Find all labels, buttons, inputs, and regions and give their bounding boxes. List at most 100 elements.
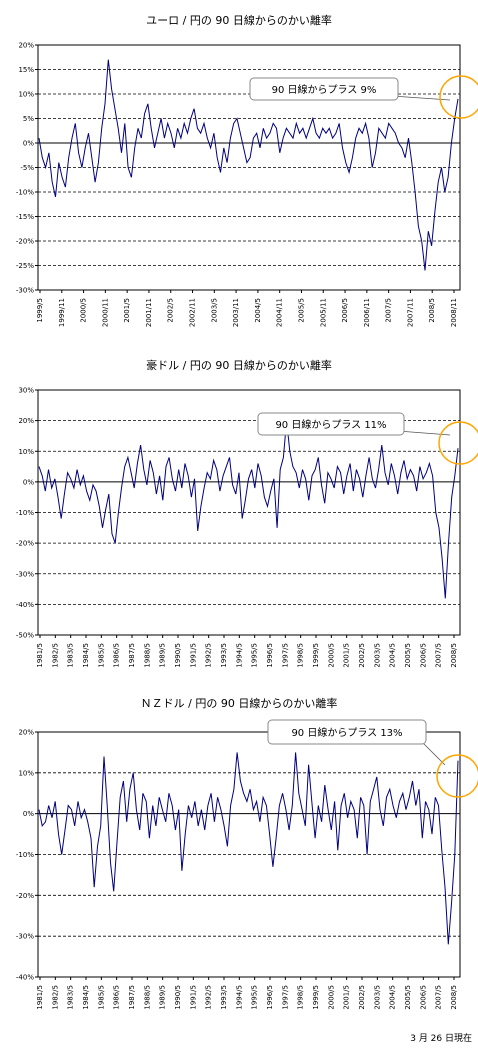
x-tick-label: 1988/5 bbox=[143, 643, 151, 668]
callout-label: 90 日線からプラス 9% bbox=[272, 83, 377, 96]
x-tick-label: 1990/5 bbox=[174, 643, 182, 668]
y-tick-label: -25% bbox=[16, 262, 34, 270]
x-tick-label: 1987/5 bbox=[128, 643, 136, 668]
x-tick-label: 1999/5 bbox=[36, 298, 44, 323]
callout-pointer bbox=[419, 739, 446, 766]
x-tick-label: 1996/5 bbox=[266, 643, 274, 668]
y-tick-label: 20% bbox=[18, 42, 34, 50]
x-tick-label: 1997/5 bbox=[281, 985, 289, 1010]
x-tick-label: 2007/5 bbox=[385, 298, 393, 323]
series-line bbox=[38, 59, 459, 271]
x-tick-label: 2001/5 bbox=[343, 643, 351, 668]
x-tick-label: 2001/11 bbox=[145, 298, 153, 327]
y-tick-label: -20% bbox=[16, 892, 34, 900]
x-tick-label: 2001/5 bbox=[123, 298, 131, 323]
x-tick-label: 2000/11 bbox=[101, 298, 109, 327]
y-tick-label: -20% bbox=[16, 238, 34, 246]
x-tick-label: 1987/5 bbox=[128, 985, 136, 1010]
x-tick-label: 2004/5 bbox=[389, 643, 397, 668]
highlight-circle bbox=[436, 754, 478, 798]
x-tick-label: 1999/11 bbox=[58, 298, 66, 327]
chart-title: ＮＺドル / 円の 90 日線からのかい離率 bbox=[141, 696, 338, 710]
x-tick-label: 1986/5 bbox=[113, 985, 121, 1010]
y-tick-label: -40% bbox=[16, 974, 34, 982]
x-tick-label: 2007/5 bbox=[435, 643, 443, 668]
x-tick-label: 1981/5 bbox=[36, 643, 44, 668]
x-tick-label: 2001/5 bbox=[343, 985, 351, 1010]
x-tick-label: 1983/5 bbox=[67, 985, 75, 1010]
x-tick-label: 2000/5 bbox=[80, 298, 88, 323]
x-tick-label: 1988/5 bbox=[143, 985, 151, 1010]
x-tick-label: 2005/5 bbox=[404, 985, 412, 1010]
highlight-circle bbox=[438, 421, 478, 465]
x-tick-label: 2000/5 bbox=[327, 985, 335, 1010]
callout-box bbox=[249, 77, 399, 101]
series-line bbox=[38, 752, 459, 945]
y-tick-label: 30% bbox=[18, 387, 34, 395]
y-tick-label: 20% bbox=[18, 417, 34, 425]
y-tick-label: 10% bbox=[18, 769, 34, 777]
x-tick-label: 2008/11 bbox=[450, 298, 458, 327]
y-tick-label: -15% bbox=[16, 213, 34, 221]
x-tick-label: 2004/5 bbox=[254, 298, 262, 323]
x-tick-label: 1994/5 bbox=[235, 985, 243, 1010]
x-tick-label: 1982/5 bbox=[51, 643, 59, 668]
chart-nzd-jpy: ＮＺドル / 円の 90 日線からのかい離率 20% 10% 0% -10% -20% -3… bbox=[16, 696, 478, 1010]
x-tick-label: 1995/5 bbox=[251, 985, 259, 1010]
y-tick-label: 10% bbox=[18, 91, 34, 99]
x-tick-label: 1989/5 bbox=[159, 985, 167, 1010]
y-tick-label: 0% bbox=[23, 478, 34, 486]
footnote: 3 月 26 日現在 bbox=[410, 1034, 472, 1044]
y-tick-label: 10% bbox=[18, 448, 34, 456]
y-tick-label: 15% bbox=[18, 66, 34, 74]
x-tick-label: 1998/5 bbox=[297, 985, 305, 1010]
x-tick-label: 2003/11 bbox=[232, 298, 240, 327]
x-tick-label: 2006/5 bbox=[419, 985, 427, 1010]
x-tick-label: 2002/5 bbox=[358, 643, 366, 668]
x-tick-label: 1983/5 bbox=[67, 643, 75, 668]
x-tick-label: 2002/11 bbox=[189, 298, 197, 327]
x-tick-label: 2000/5 bbox=[327, 643, 335, 668]
highlight-circle bbox=[439, 75, 478, 119]
x-tick-label: 2005/11 bbox=[319, 298, 327, 327]
x-tick-label: 2002/5 bbox=[358, 985, 366, 1010]
x-tick-label: 1984/5 bbox=[82, 985, 90, 1010]
x-tick-label: 1991/5 bbox=[189, 643, 197, 668]
x-tick-label: 1982/5 bbox=[51, 985, 59, 1010]
x-tick-label: 1984/5 bbox=[82, 643, 90, 668]
callout-box bbox=[267, 719, 427, 745]
y-tick-label: 5% bbox=[23, 115, 34, 123]
x-tick-label: 2005/5 bbox=[404, 643, 412, 668]
x-tick-label: 2006/5 bbox=[419, 643, 427, 668]
y-tick-label: -10% bbox=[16, 851, 34, 859]
x-tick-label: 2002/5 bbox=[167, 298, 175, 323]
x-tick-label: 1990/5 bbox=[174, 985, 182, 1010]
x-tick-label: 2003/5 bbox=[373, 643, 381, 668]
x-tick-label: 2007/11 bbox=[406, 298, 414, 327]
chart-title: ユーロ / 円の 90 日線からのかい離率 bbox=[146, 13, 332, 27]
x-tick-label: 1991/5 bbox=[189, 985, 197, 1010]
chart-title: 豪ドル / 円の 90 日線からのかい離率 bbox=[146, 358, 332, 372]
y-tick-label: -5% bbox=[20, 164, 34, 172]
y-tick-label: -50% bbox=[16, 632, 34, 640]
x-tick-label: 1994/5 bbox=[235, 643, 243, 668]
x-tick-label: 2007/5 bbox=[435, 985, 443, 1010]
x-tick-label: 2008/5 bbox=[450, 643, 458, 668]
y-tick-label: -10% bbox=[16, 509, 34, 517]
y-tick-label: -30% bbox=[16, 933, 34, 941]
x-tick-label: 1999/5 bbox=[312, 985, 320, 1010]
y-tick-label: -30% bbox=[16, 287, 34, 295]
x-tick-label: 1997/5 bbox=[281, 643, 289, 668]
x-tick-label: 1989/5 bbox=[159, 643, 167, 668]
x-tick-label: 1981/5 bbox=[36, 985, 44, 1010]
x-tick-label: 1985/5 bbox=[97, 985, 105, 1010]
y-tick-label: 0% bbox=[23, 140, 34, 148]
x-tick-label: 2003/5 bbox=[210, 298, 218, 323]
x-tick-label: 1995/5 bbox=[251, 643, 259, 668]
series-line bbox=[38, 420, 459, 599]
x-tick-label: 2005/5 bbox=[297, 298, 305, 323]
x-tick-label: 2008/5 bbox=[428, 298, 436, 323]
x-tick-label: 1985/5 bbox=[97, 643, 105, 668]
y-tick-label: -30% bbox=[16, 570, 34, 578]
